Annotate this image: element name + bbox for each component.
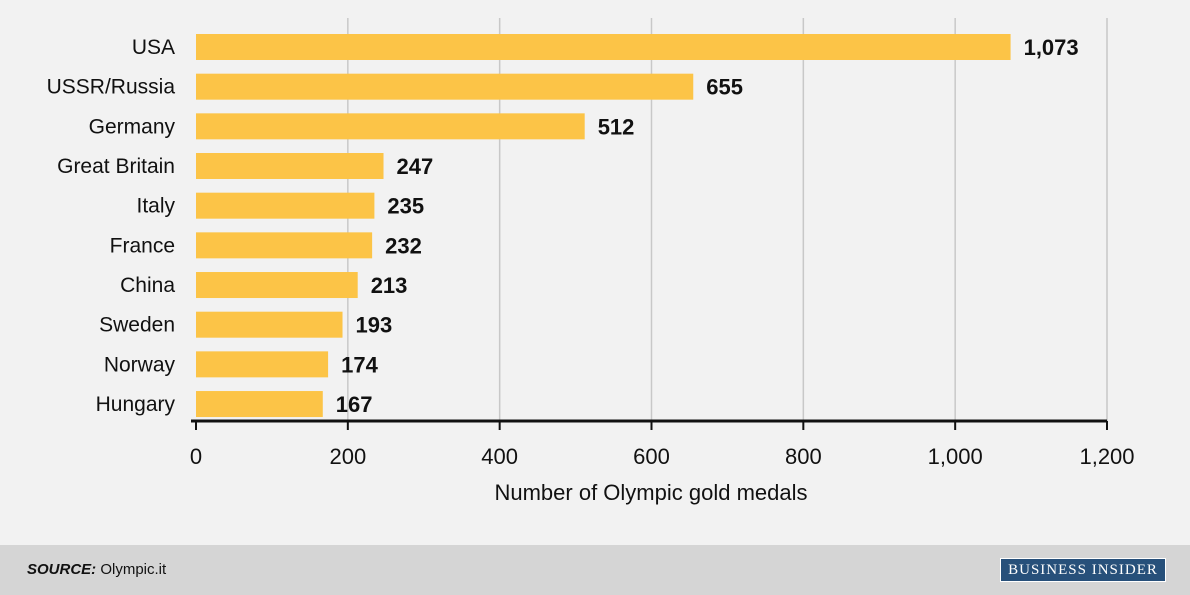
value-label: 247 — [397, 154, 434, 179]
bar-chart: USA USSR/Russia Germany Great Britain Italy F… — [47, 18, 1135, 505]
source-note: SOURCE: Olympic.it — [27, 561, 166, 578]
category-label: China — [120, 274, 175, 297]
category-label: Great Britain — [57, 155, 175, 178]
bar — [196, 113, 585, 140]
bar — [196, 153, 384, 180]
value-label: 655 — [706, 75, 743, 100]
category-labels: USA USSR/Russia Germany Great Britain Italy F… — [47, 36, 176, 416]
x-tick-label: 1,200 — [1079, 444, 1134, 469]
x-tick-label: 400 — [481, 444, 518, 469]
brand-logo: BUSINESS INSIDER — [1000, 558, 1166, 582]
x-tick-label: 200 — [329, 444, 366, 469]
source-text: Olympic.it — [100, 561, 167, 578]
bar — [196, 73, 694, 100]
x-axis-title: Number of Olympic gold medals — [494, 480, 807, 505]
x-tick-label: 800 — [785, 444, 822, 469]
category-label: France — [110, 234, 175, 257]
value-label: 167 — [336, 392, 373, 417]
bar — [196, 232, 373, 259]
value-labels: 1,073 655 512 247 235 232 213 193 174 167 — [336, 35, 1079, 417]
bar — [196, 192, 375, 219]
chart-area: USA USSR/Russia Germany Great Britain Italy F… — [46, 18, 1135, 505]
value-label: 193 — [356, 313, 393, 338]
x-tick-label: 0 — [190, 444, 202, 469]
bar — [196, 311, 343, 338]
x-tick-labels: 0 200 400 600 800 1,000 1,200 — [190, 421, 1135, 469]
x-tick-label: 1,000 — [928, 444, 983, 469]
category-label: Norway — [104, 353, 176, 376]
category-label: Italy — [136, 195, 175, 218]
value-label: 174 — [341, 352, 378, 377]
value-label: 213 — [371, 273, 408, 298]
category-label: Germany — [89, 115, 176, 138]
category-label: USA — [132, 36, 175, 59]
footer: SOURCE: Olympic.it BUSINESS INSIDER — [0, 545, 1190, 595]
value-label: 232 — [385, 233, 422, 258]
x-tick-label: 600 — [633, 444, 670, 469]
category-label: USSR/Russia — [47, 76, 176, 99]
bars — [196, 34, 1011, 418]
value-label: 235 — [387, 194, 424, 219]
value-label: 512 — [598, 114, 635, 139]
category-label: Sweden — [99, 314, 175, 337]
category-label: Hungary — [96, 393, 176, 416]
bar — [196, 34, 1011, 60]
bar — [196, 351, 329, 378]
value-label: 1,073 — [1024, 35, 1079, 60]
bar — [196, 391, 323, 418]
source-label: SOURCE: — [27, 561, 97, 578]
bar — [196, 272, 358, 299]
